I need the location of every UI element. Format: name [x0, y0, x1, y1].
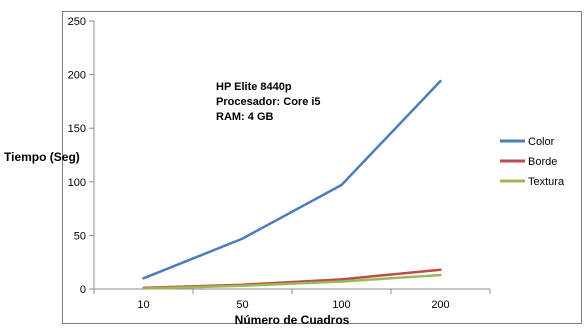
legend-label-textura: Textura: [528, 176, 565, 188]
series-line-color: [142, 79, 442, 280]
series-line-textura: [142, 273, 442, 290]
y-tick-label: 150: [68, 123, 86, 135]
legend-label-color: Color: [528, 136, 555, 148]
annotation-line-2: Procesador: Core i5: [216, 96, 321, 108]
axes: [93, 21, 490, 290]
x-tick-label: 200: [431, 299, 449, 311]
y-axis-title: Tiempo (Seg): [4, 150, 80, 164]
chart-frame: [62, 11, 582, 324]
x-tick-label: 10: [137, 299, 149, 311]
y-tick-label: 100: [68, 177, 86, 189]
y-ticks: 0 50 100 150 200 250: [68, 16, 94, 296]
annotation-box: HP Elite 8440p Procesador: Core i5 RAM: …: [216, 81, 321, 123]
x-tick-label: 100: [332, 299, 350, 311]
y-tick-label: 50: [74, 230, 86, 242]
legend-label-borde: Borde: [528, 156, 557, 168]
series-lines: [142, 79, 442, 290]
legend: Color Borde Textura: [500, 136, 565, 188]
x-tick-label: 50: [236, 299, 248, 311]
y-tick-label: 250: [68, 16, 86, 28]
annotation-line-1: HP Elite 8440p: [216, 81, 292, 93]
annotation-line-3: RAM: 4 GB: [216, 111, 274, 123]
y-tick-label: 200: [68, 70, 86, 82]
x-ticks: 10 50 100 200: [93, 289, 491, 311]
y-tick-label: 0: [80, 284, 86, 296]
x-axis-title: Número de Cuadros: [235, 313, 350, 327]
